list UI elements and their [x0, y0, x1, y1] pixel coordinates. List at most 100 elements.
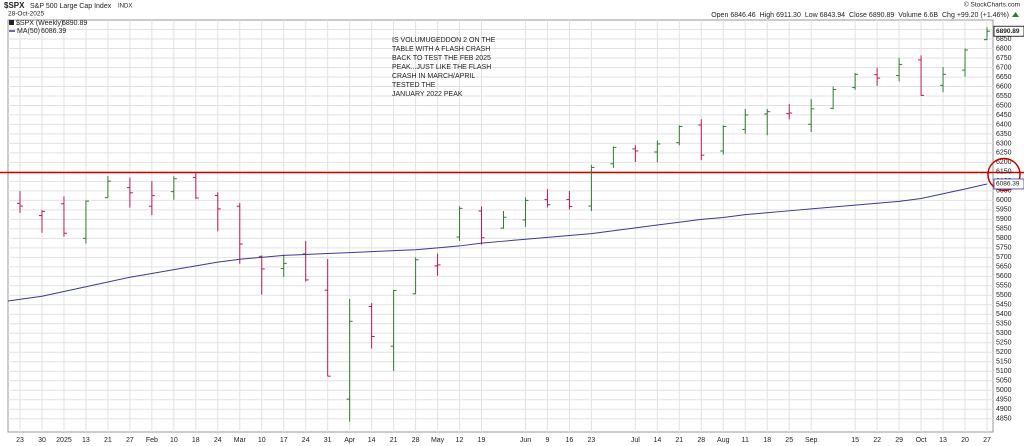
x-tick-label: 2025: [56, 437, 72, 444]
quote-value: 6890.89: [869, 12, 894, 19]
y-tick-label: 4850: [996, 416, 1012, 423]
x-tick-label: 20: [961, 437, 969, 444]
price-label: 6890.89: [996, 28, 1020, 35]
x-tick-label: 19: [478, 437, 486, 444]
x-tick-label: 23: [588, 437, 596, 444]
ma-box: [993, 178, 1024, 190]
quote-value: +99.20 (+1.46%): [957, 12, 1009, 19]
y-tick-label: 6450: [996, 112, 1012, 119]
x-tick-label: 9: [546, 437, 550, 444]
highlight-circle: [987, 157, 1021, 192]
y-tick-label: 5150: [996, 359, 1012, 366]
x-tick-label: 22: [873, 437, 881, 444]
x-tick-label: 27: [126, 437, 134, 444]
marks: [0, 27, 1024, 422]
y-tick-label: 5900: [996, 216, 1012, 223]
y-tick-label: 6000: [996, 197, 1012, 204]
quote-label: Close: [849, 12, 867, 19]
y-tick-label: 6800: [996, 45, 1012, 52]
x-tick-label: 21: [390, 437, 398, 444]
quote-line: Open 6846.46 High 6911.30 Low 6843.94 Close 689…: [711, 12, 1009, 19]
x-tick-label: Jul: [631, 437, 640, 444]
x-tick-label: 29: [895, 437, 903, 444]
x-tick-label: 21: [675, 437, 683, 444]
y-tick-label: 6250: [996, 150, 1012, 157]
y-tick-label: 6550: [996, 93, 1012, 100]
quote-label: Chg: [942, 12, 955, 19]
quote-value: 6911.30: [776, 12, 801, 19]
y-tick-label: 5350: [996, 321, 1012, 328]
legend-value: 6086.39: [41, 28, 66, 35]
x-tick-label: Sep: [805, 437, 818, 444]
y-tick-label: 5100: [996, 368, 1012, 375]
y-tick-label: 6850: [996, 36, 1012, 43]
y-tick-label: 6150: [996, 169, 1012, 176]
x-tick-label: 14: [368, 437, 376, 444]
plot-frame: [7, 19, 994, 433]
y-tick-label: 5300: [996, 330, 1012, 337]
x-tick-label: 14: [653, 437, 661, 444]
x-tick-label: 13: [939, 437, 947, 444]
x-tick-label: 15: [851, 437, 859, 444]
quote-label: Open: [711, 12, 728, 19]
x-tick-label: Apr: [344, 437, 356, 444]
legend-swatch: [9, 20, 14, 25]
x-tick-label: 13: [82, 437, 90, 444]
y-tick-label: 6300: [996, 140, 1012, 147]
x-tick-label: 25: [785, 437, 793, 444]
y-tick-label: 5450: [996, 302, 1012, 309]
x-tick-label: 18: [763, 437, 771, 444]
quote-label: Low: [805, 12, 819, 19]
y-tick-label: 5500: [996, 292, 1012, 299]
x-tick-label: 10: [258, 437, 266, 444]
annotation-text: IS VOLUMUGEDDON 2 ON THE: [392, 37, 496, 44]
y-tick-label: 6500: [996, 102, 1012, 109]
annotation-text: BACK TO TEST THE FEB 2025: [392, 55, 491, 62]
x-tick-label: Jun: [520, 437, 531, 444]
annotation-text: JANUARY 2022 PEAK: [392, 91, 463, 98]
quote-value: 6843.94: [820, 12, 845, 19]
y-tick-label: 6050: [996, 188, 1012, 195]
y-tick-label: 4950: [996, 397, 1012, 404]
chart-title: $SPX: [4, 1, 25, 10]
y-tick-label: 5550: [996, 283, 1012, 290]
y-tick-label: 5000: [996, 387, 1012, 394]
x-tick-label: 24: [302, 437, 310, 444]
grid: [8, 20, 993, 432]
y-tick-label: 6600: [996, 83, 1012, 90]
y-tick-label: 6700: [996, 64, 1012, 71]
y-tick-label: 5250: [996, 340, 1012, 347]
y-tick-label: 6750: [996, 55, 1012, 62]
y-tick-label: 4900: [996, 406, 1012, 413]
x-tick-label: 27: [983, 437, 991, 444]
price-box: [993, 25, 1024, 37]
annotation-text: TABLE WITH A FLASH CRASH: [392, 46, 490, 53]
annotation-text: CRASH IN MARCH/APRIL: [392, 73, 475, 80]
quote-label: Volume: [898, 12, 921, 19]
annotation-text: PEAK...JUST LIKE THE FLASH: [392, 64, 491, 71]
up-arrow: [1012, 12, 1019, 17]
date: 28-Oct-2025: [8, 11, 45, 18]
annotation-text: TESTED THE: [392, 82, 436, 89]
y-tick-label: 5050: [996, 378, 1012, 385]
x-tick-label: 11: [742, 437, 749, 444]
x-tick-label: 21: [104, 437, 112, 444]
x-tick-label: 23: [16, 437, 24, 444]
y-tick-label: 6400: [996, 121, 1012, 128]
y-tick-label: 5850: [996, 226, 1012, 233]
y-tick-label: 5750: [996, 245, 1012, 252]
source: © StockCharts.com: [964, 1, 1020, 9]
y-tick-label: 5800: [996, 235, 1012, 242]
x-tick-label: 30: [38, 437, 46, 444]
ma-value-label: 6086.39: [996, 181, 1020, 188]
legend-label: MA(50): [17, 28, 40, 35]
x-tick-label: 10: [170, 437, 178, 444]
x-tick-label: 31: [324, 437, 332, 444]
y-tick-label: 5200: [996, 349, 1012, 356]
x-tick-label: Feb: [146, 437, 158, 444]
x-tick-label: 16: [566, 437, 574, 444]
x-tick-label: 17: [280, 437, 288, 444]
ma-line: [7, 183, 988, 302]
